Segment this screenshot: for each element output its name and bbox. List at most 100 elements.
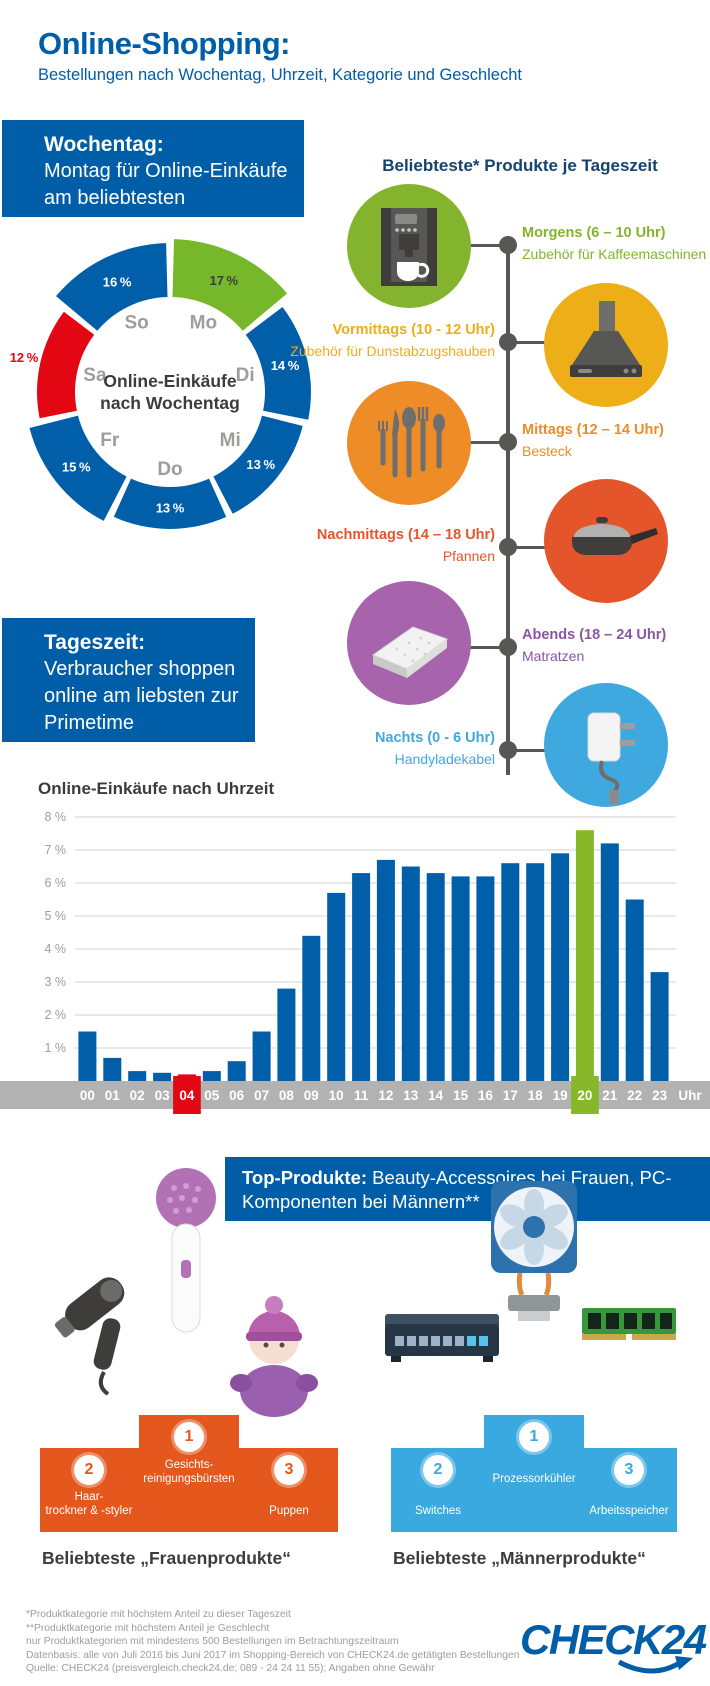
x-tick-label: 17 — [503, 1088, 518, 1103]
timeline-connector — [510, 749, 552, 752]
bar-00 — [78, 1031, 97, 1081]
x-tick-label: 00 — [80, 1088, 95, 1103]
timeline-connector — [510, 341, 552, 344]
y-tick-label: 2 % — [44, 1008, 66, 1022]
podium-product-label: Arbeitsspeicher — [569, 1504, 689, 1518]
timeline-connector — [510, 546, 552, 549]
x-axis-unit-label: Uhr — [678, 1088, 702, 1103]
footnote-line: Datenbasis: alle von Juli 2016 bis Juni … — [26, 1649, 520, 1661]
x-tick-label: 21 — [602, 1088, 618, 1103]
weekday-donut-svg: 17 % Mo 14 % Di 13 % Mi 13 % Do 15 % Fr 12 % Sa 16 %… — [10, 239, 311, 529]
timeline-time: Vormittags (10 - 12 Uhr) — [332, 322, 496, 338]
donut-segment-Di — [245, 307, 311, 420]
daytime-box-title: Tageszeit: — [44, 631, 146, 654]
x-tick-label: 20 — [577, 1088, 592, 1103]
max-hour-highlight — [571, 1076, 599, 1114]
timeline-connector — [466, 441, 508, 444]
x-tick-label: 11 — [354, 1088, 369, 1103]
donut-value-Di: 14 % — [271, 358, 300, 373]
daytime-circle-cutlery — [347, 381, 471, 505]
donut-day-So: So — [124, 313, 148, 334]
timeline-product: Pfannen — [442, 548, 495, 564]
rank-2-badge: 2 — [423, 1455, 453, 1485]
rank-number: 3 — [624, 1461, 634, 1478]
bar-17 — [501, 863, 520, 1081]
cutlery-icon — [347, 381, 471, 505]
top-products-headline-bold: Top-Produkte: — [242, 1167, 368, 1188]
y-tick-label: 3 % — [44, 975, 66, 989]
bar-05 — [202, 1071, 221, 1081]
min-hour-highlight — [173, 1076, 201, 1114]
podium-label-line: reinigungsbürsten — [143, 1473, 235, 1485]
rank-number: 2 — [84, 1461, 94, 1478]
podium-product-label: Haar-trockner & -styler — [29, 1490, 149, 1518]
donut-day-Mo: Mo — [190, 313, 217, 334]
footnote-line: **Produktkategorie mit höchstem Anteil j… — [26, 1622, 270, 1634]
podium-label-line: Gesichts- — [164, 1459, 214, 1471]
top-products-headline-rest: Beauty-Accessoires bei Frauen, PC-Kompon… — [242, 1167, 672, 1212]
doll-icon — [222, 1285, 327, 1425]
y-tick-label: 5 % — [44, 909, 66, 923]
bar-23 — [650, 972, 669, 1081]
frying-pan-icon — [544, 479, 668, 603]
phone-charger-icon — [544, 683, 668, 807]
bar-18 — [526, 863, 545, 1081]
timeline-product: Zubehör für Dunstabzugshauben — [290, 343, 495, 359]
x-tick-label: 06 — [229, 1088, 245, 1103]
timeline-product: Besteck — [522, 443, 572, 459]
timeline-dot — [499, 538, 517, 556]
timeline-connector — [466, 646, 508, 649]
daytime-products-title: Beliebteste* Produkte je Tageszeit — [382, 156, 658, 175]
timeline-label: Nachmittags (14 – 18 Uhr) Pfannen — [225, 525, 495, 566]
top-products-podiums: 2 Haar-trockner & -styler 1 Gesichts-reinig… — [0, 1150, 710, 1590]
podium-caption: Beliebteste „Männerprodukte“ — [393, 1548, 646, 1568]
donut-segment-Mo — [172, 239, 288, 331]
timeline-time: Abends (18 – 24 Uhr) — [522, 627, 667, 643]
daytime-circle-frying-pan — [544, 479, 668, 603]
bar-12 — [376, 859, 395, 1081]
timeline-dot — [499, 741, 517, 759]
bar-13 — [401, 866, 420, 1081]
timeline-label: Vormittags (10 - 12 Uhr) Zubehör für Duns… — [225, 320, 495, 361]
x-tick-label: 15 — [453, 1088, 469, 1103]
rank-3-badge: 3 — [614, 1455, 644, 1485]
bar-16 — [476, 876, 495, 1081]
bar-06 — [227, 1061, 246, 1081]
x-tick-label: 16 — [478, 1088, 494, 1103]
footnote-line: Quelle: CHECK24 (preisvergleich.check24.… — [26, 1663, 435, 1675]
extractor-hood-icon — [544, 283, 668, 407]
bar-10 — [327, 892, 346, 1081]
weekday-statement-box: Wochentag: Montag für Online-Einkäufe am… — [2, 120, 304, 217]
podium-caption: Beliebteste „Frauenprodukte“ — [42, 1548, 291, 1568]
donut-center-label: nach Wochentag — [100, 393, 240, 413]
rank-number: 1 — [184, 1428, 194, 1445]
daytime-circle-mattress — [347, 581, 471, 705]
donut-value-So: 16 % — [103, 275, 132, 290]
y-tick-label: 8 % — [44, 810, 66, 824]
podium-label-line: Prozessorkühler — [492, 1473, 576, 1485]
bar-07 — [252, 1031, 271, 1081]
bar-22 — [625, 899, 644, 1081]
x-tick-label: 01 — [105, 1088, 121, 1103]
x-tick-label: 18 — [528, 1088, 544, 1103]
bar-21 — [600, 843, 619, 1081]
x-tick-label: 08 — [279, 1088, 295, 1103]
footnotes: *Produktkategorie mit höchstem Anteil zu… — [26, 1608, 519, 1676]
podium-label-line: Puppen — [269, 1505, 309, 1517]
timeline-time: Mittags (12 – 14 Uhr) — [522, 422, 664, 438]
podium-product-label: Prozessorkühler — [474, 1472, 594, 1486]
podium-label-line: trockner & -styler — [45, 1505, 133, 1517]
facial-brush-icon — [148, 1162, 223, 1352]
bar-04 — [177, 1074, 196, 1081]
donut-day-Fr: Fr — [100, 430, 120, 451]
podium-label-line: Arbeitsspeicher — [589, 1505, 669, 1517]
cpu-cooler-icon — [466, 1175, 601, 1345]
y-tick-label: 6 % — [44, 876, 66, 890]
daytime-statement-box: Tageszeit: Verbraucher shoppen online am… — [2, 618, 255, 742]
bar-20 — [575, 830, 594, 1081]
page-subtitle: Bestellungen nach Wochentag, Uhrzeit, Ka… — [38, 66, 522, 84]
timeline-dot — [499, 433, 517, 451]
coffee-machine-icon — [347, 184, 471, 308]
weekday-box-text: Montag für Online-Einkäufe am beliebtest… — [44, 160, 288, 209]
network-switch-icon — [381, 1298, 503, 1378]
